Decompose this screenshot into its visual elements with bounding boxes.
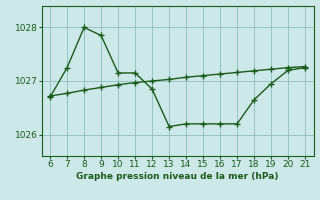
X-axis label: Graphe pression niveau de la mer (hPa): Graphe pression niveau de la mer (hPa) xyxy=(76,172,279,181)
